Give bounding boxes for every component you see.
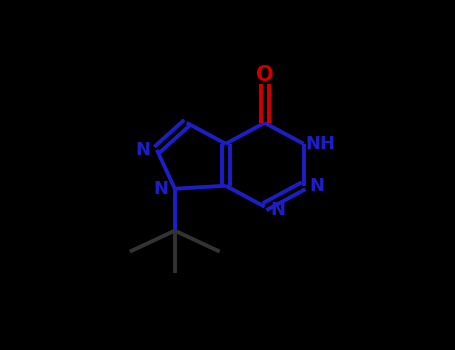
Text: N: N	[136, 141, 151, 159]
Text: NH: NH	[305, 135, 335, 153]
Text: N: N	[154, 180, 169, 198]
Text: O: O	[256, 65, 273, 85]
Text: N: N	[271, 201, 286, 219]
Text: N: N	[309, 177, 324, 195]
